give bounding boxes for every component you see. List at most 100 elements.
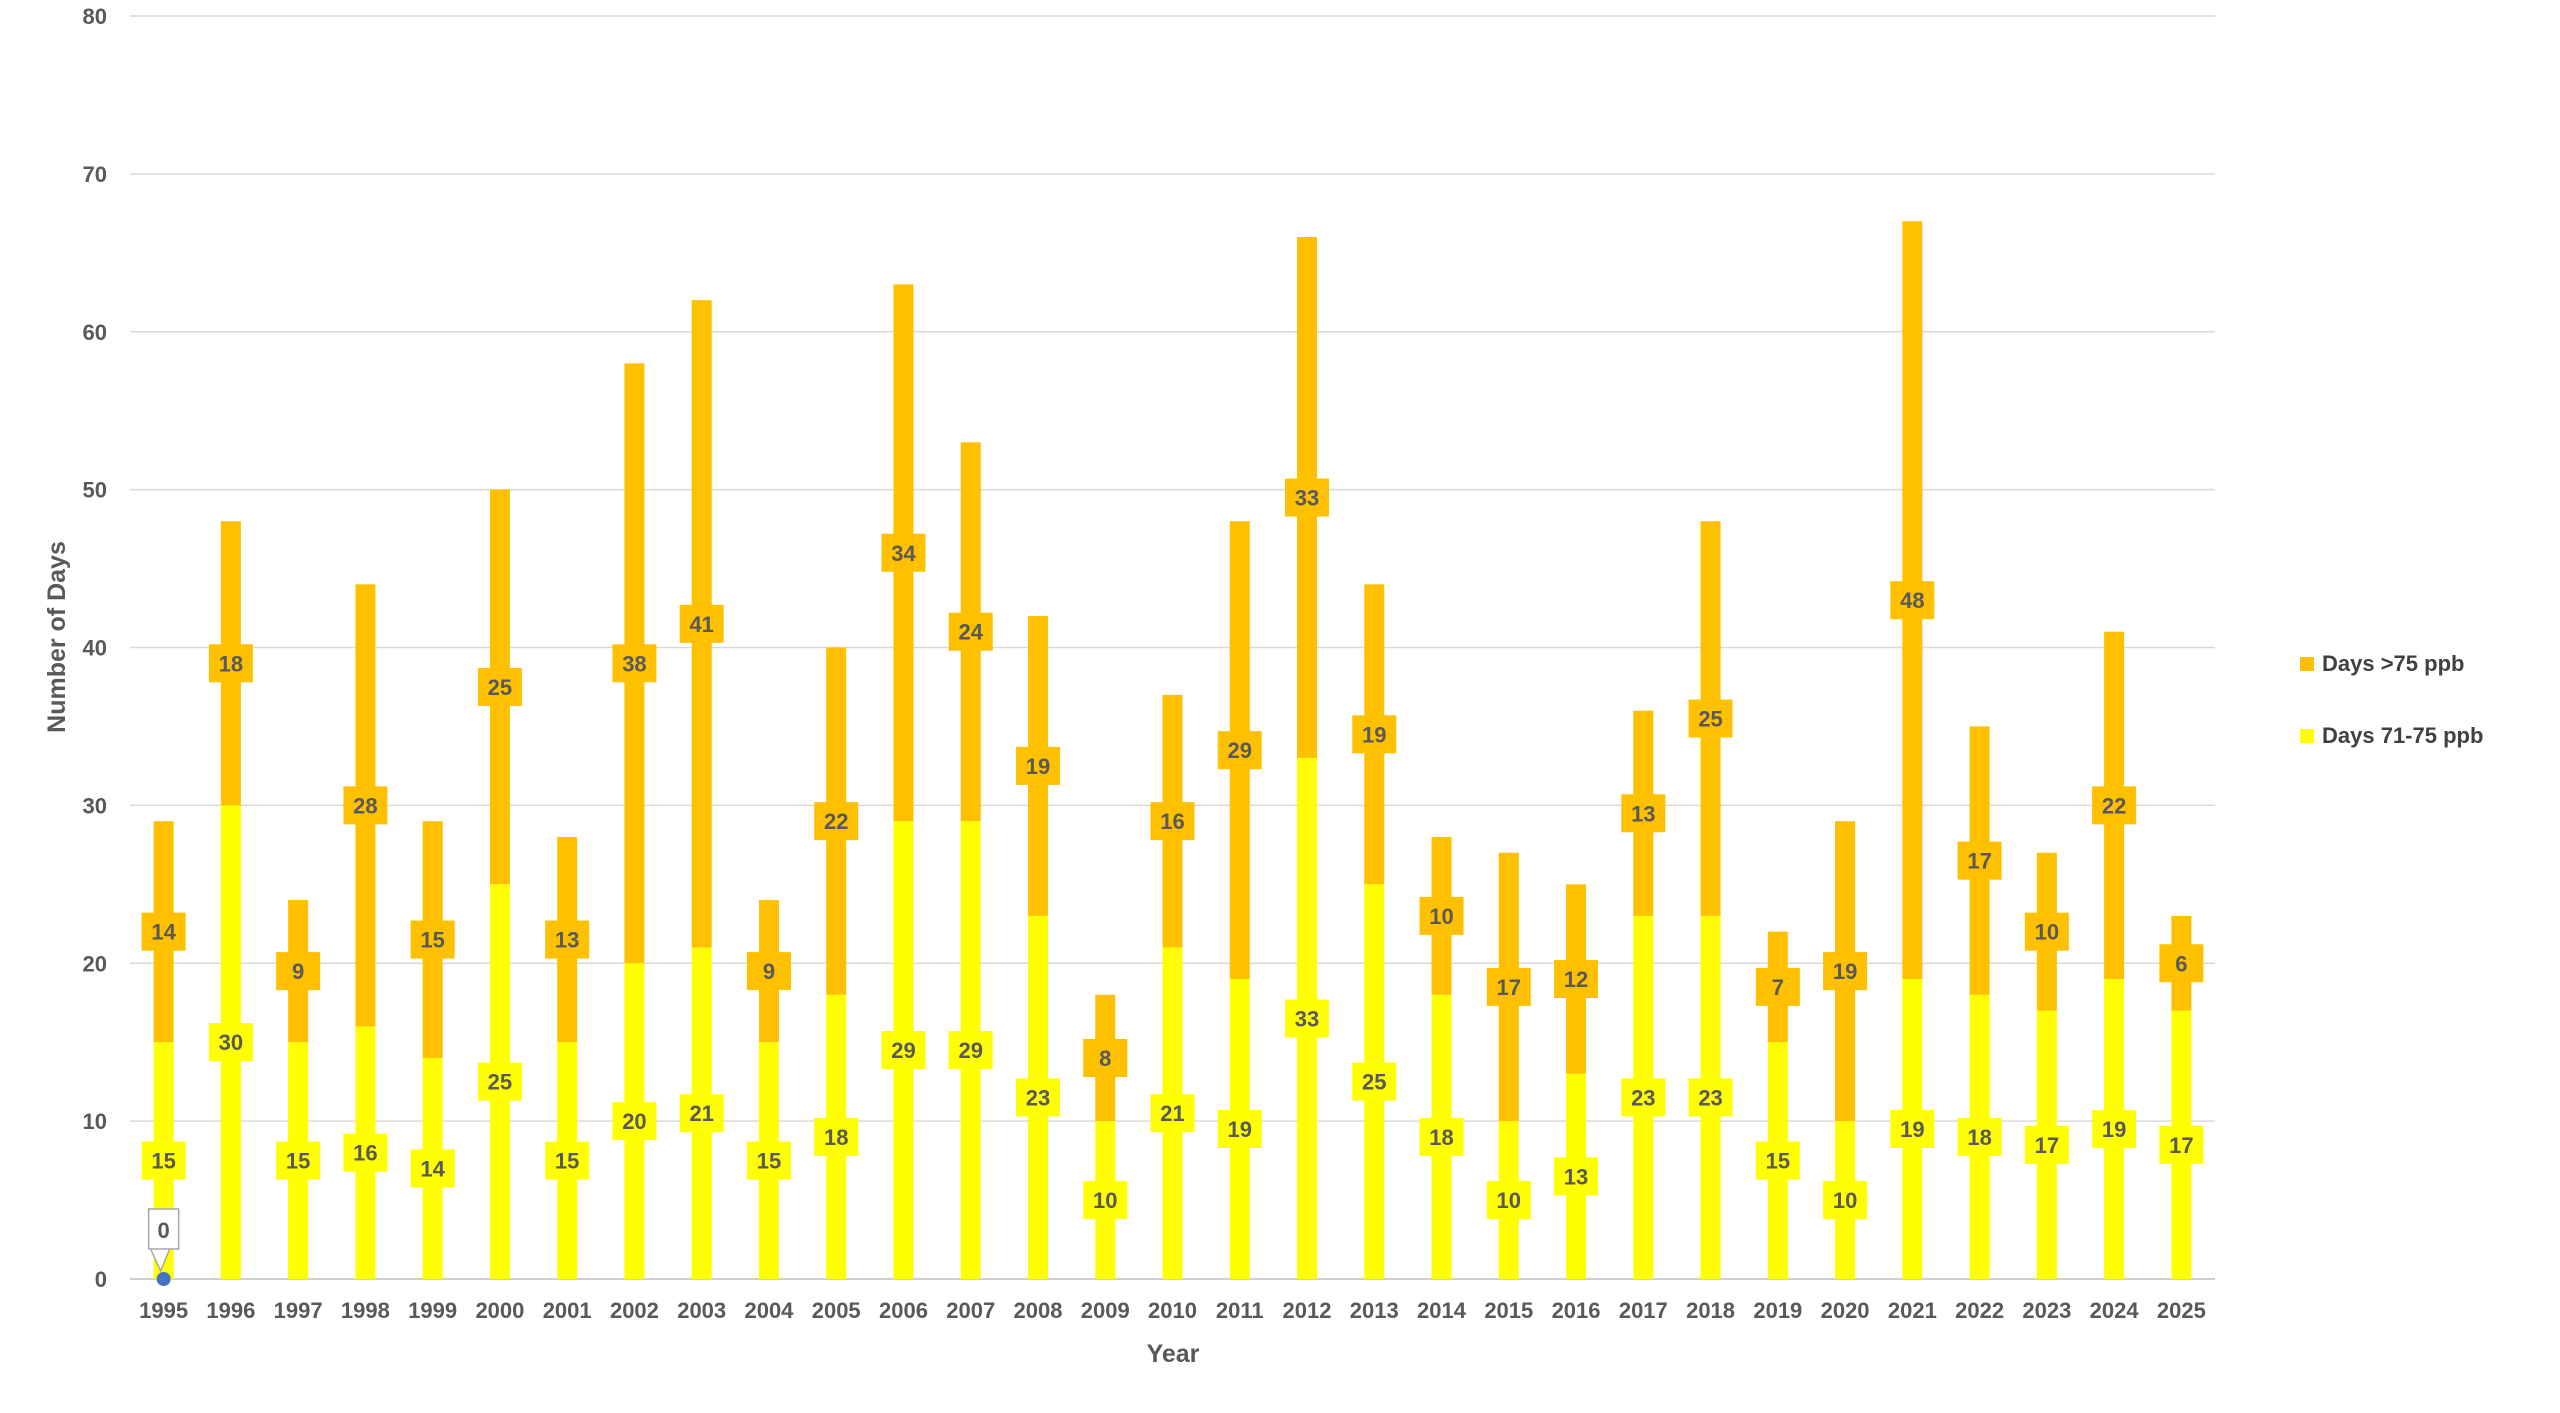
- x-axis-title: Year: [1147, 1340, 1200, 1368]
- data-label-box: [141, 1141, 186, 1180]
- data-label-box: [612, 644, 657, 683]
- data-label: 23: [1631, 1085, 1655, 1110]
- data-label: 22: [2102, 793, 2126, 818]
- data-label-box: [1554, 960, 1599, 999]
- data-label: 16: [1160, 809, 1184, 834]
- x-tick-label: 1995: [139, 1298, 188, 1323]
- data-label-box: [1621, 794, 1666, 833]
- x-tick-label: 2011: [1216, 1298, 1264, 1323]
- data-label-box: [881, 1031, 926, 1070]
- data-label: 21: [1160, 1101, 1184, 1126]
- data-label-box: [1285, 478, 1330, 517]
- data-label: 6: [2175, 951, 2187, 976]
- x-tick-label: 2002: [610, 1298, 659, 1323]
- data-label-box: [343, 1133, 388, 1172]
- data-labels: 15 14 30 18 15 9 16 28 14 15 25 25 15 13 20 38 21 41 15 9 18…: [141, 478, 2204, 1220]
- data-label-box: [545, 1141, 590, 1180]
- data-label-box: [1285, 999, 1330, 1038]
- x-tick-label: 2014: [1417, 1298, 1467, 1323]
- data-label-box: [1823, 1181, 1868, 1220]
- data-label-box: [1486, 967, 1531, 1006]
- data-label: 38: [622, 651, 646, 676]
- x-tick-label: 2025: [2157, 1298, 2206, 1323]
- data-label-box: [208, 644, 253, 683]
- data-label: 13: [555, 928, 579, 953]
- data-label-box: [477, 1062, 522, 1101]
- x-tick-label: 1998: [341, 1298, 390, 1323]
- data-label-box: [1150, 1094, 1195, 1133]
- data-label-box: [2159, 944, 2204, 983]
- data-label: 15: [420, 928, 444, 953]
- data-label-box: [814, 1117, 859, 1156]
- x-tick-label: 1997: [274, 1298, 323, 1323]
- annotations: 0: [147, 1208, 180, 1286]
- data-label: 22: [824, 809, 848, 834]
- data-label-box: [612, 1102, 657, 1141]
- data-label: 33: [1295, 1007, 1319, 1032]
- x-tick-label: 2024: [2090, 1298, 2140, 1323]
- data-label: 19: [2102, 1117, 2126, 1142]
- x-tick-label: 2007: [946, 1298, 995, 1323]
- legend-swatch: [2300, 657, 2314, 671]
- data-label: 15: [757, 1149, 781, 1174]
- y-tick-label: 80: [83, 4, 107, 29]
- x-tick-label: 2003: [677, 1298, 726, 1323]
- zero-marker: [156, 1272, 171, 1286]
- x-tick-label: 1999: [408, 1298, 457, 1323]
- data-label-box: [814, 802, 859, 841]
- x-tick-label: 2013: [1350, 1298, 1399, 1323]
- data-label-box: [1015, 746, 1060, 785]
- data-label: 29: [958, 1038, 982, 1063]
- data-label: 8: [1099, 1046, 1111, 1071]
- data-label-box: [1957, 841, 2002, 880]
- data-label-box: [746, 952, 791, 991]
- data-label-box: [679, 604, 724, 643]
- data-label-box: [477, 667, 522, 706]
- y-tick-label: 20: [83, 951, 107, 976]
- data-label-box: [208, 1023, 253, 1062]
- data-label: 10: [2035, 920, 2059, 945]
- data-label: 15: [1766, 1149, 1790, 1174]
- data-label-box: [948, 1031, 993, 1070]
- data-label: 25: [1698, 707, 1722, 732]
- data-label: 30: [219, 1030, 243, 1055]
- legend-swatch: [2300, 729, 2314, 743]
- data-label: 10: [1497, 1188, 1521, 1213]
- x-tick-label: 2017: [1619, 1298, 1668, 1323]
- data-label: 19: [1362, 722, 1386, 747]
- x-tick-label: 2000: [475, 1298, 524, 1323]
- data-label-box: [1486, 1181, 1531, 1220]
- data-label: 34: [891, 541, 916, 566]
- data-label-box: [343, 786, 388, 825]
- data-label: 17: [1497, 975, 1521, 1000]
- x-tick-label: 2012: [1283, 1298, 1332, 1323]
- data-label: 13: [1631, 801, 1655, 826]
- data-label-box: [1419, 896, 1464, 935]
- data-label-box: [1755, 1141, 1800, 1180]
- data-label: 29: [891, 1038, 915, 1063]
- data-label-box: [1621, 1078, 1666, 1117]
- data-label: 19: [1900, 1117, 1924, 1142]
- data-label-box: [545, 920, 590, 959]
- data-label: 29: [1228, 738, 1252, 763]
- x-tick-label: 2010: [1148, 1298, 1197, 1323]
- data-label: 13: [1564, 1164, 1588, 1189]
- data-label: 10: [1093, 1188, 1117, 1213]
- annotation-label: 0: [158, 1218, 170, 1243]
- data-label: 15: [555, 1149, 579, 1174]
- data-label: 28: [353, 793, 377, 818]
- data-label-box: [1015, 1078, 1060, 1117]
- data-label-box: [948, 612, 993, 651]
- data-label-box: [679, 1094, 724, 1133]
- data-label-box: [1150, 802, 1195, 841]
- y-tick-label: 70: [83, 162, 107, 187]
- data-label-box: [2092, 1110, 2137, 1149]
- data-label: 48: [1900, 588, 1924, 613]
- data-label-box: [1957, 1117, 2002, 1156]
- x-tick-label: 2018: [1686, 1298, 1735, 1323]
- y-axis-tick-labels: 0 10 20 30 40 50 60 70 80: [83, 4, 107, 1292]
- y-tick-label: 10: [83, 1109, 107, 1134]
- data-label: 16: [353, 1141, 377, 1166]
- data-label-box: [276, 1141, 321, 1180]
- x-tick-label: 2015: [1484, 1298, 1533, 1323]
